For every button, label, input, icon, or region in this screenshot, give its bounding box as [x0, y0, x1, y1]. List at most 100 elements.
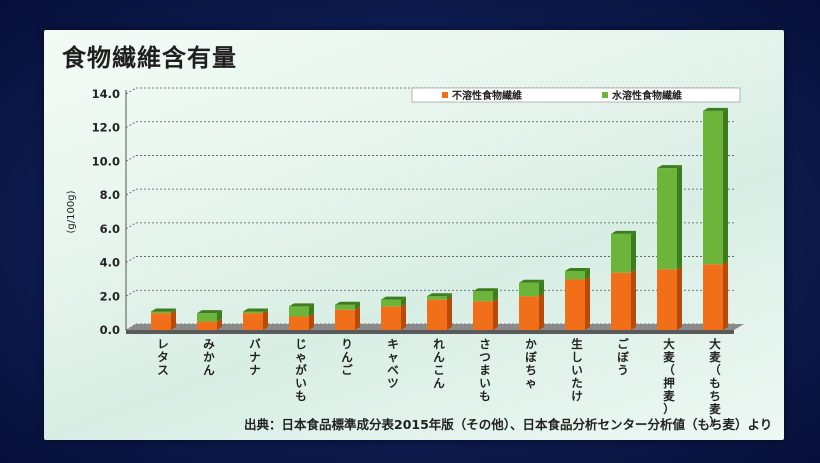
bar-side [677, 266, 682, 330]
bar-side [263, 310, 268, 330]
grid-diagonal [125, 256, 137, 263]
category-label: 生しいたけ [571, 337, 583, 403]
bar-side [447, 293, 452, 300]
bar-top [427, 293, 452, 297]
category-label: かぼちゃ [525, 337, 537, 390]
bar-top [657, 165, 682, 169]
bar-side [677, 165, 682, 270]
y-tick-label: 2.0 [100, 289, 120, 303]
bar-segment [151, 311, 171, 314]
bar-top [611, 230, 636, 234]
bar-top [151, 308, 176, 312]
bar-top [473, 288, 498, 292]
bar-top [519, 279, 544, 283]
bar-segment [335, 304, 355, 310]
bar-side [355, 306, 360, 330]
bar-side [309, 313, 314, 330]
bar-segment [151, 313, 171, 330]
bar-segment [381, 306, 401, 330]
grid [125, 87, 734, 331]
stacked-bar-chart: 0.0 2.0 4.0 6.0 8.0 10.0 12.0 14.0 (g/100g) レタス み… [66, 87, 744, 429]
bar-top [335, 301, 360, 305]
legend: 不溶性食物繊維 水溶性食物繊維 [411, 87, 741, 103]
category-label: れんこん [433, 337, 445, 390]
bars [126, 107, 744, 334]
bar-segment [243, 313, 263, 330]
bar-top [703, 107, 728, 111]
bar-segment [243, 311, 263, 314]
bar-side [401, 303, 406, 330]
bar-segment [565, 271, 585, 280]
legend-label: 不溶性食物繊維 [452, 89, 522, 102]
y-tick-label: 12.0 [92, 121, 120, 135]
category-label: 大麦（もち麦） [709, 337, 721, 429]
y-tick-label: 4.0 [100, 256, 120, 270]
bar-side [217, 318, 222, 330]
bar-side [631, 269, 636, 330]
bar-side [171, 310, 176, 330]
bar-side [539, 293, 544, 330]
bar-side [447, 296, 452, 330]
bar-segment [335, 309, 355, 330]
bar-segment [657, 269, 677, 330]
category-labels: レタス みかん バナナ じゃがいも りんご キャベツ れんこん さつまいも かぼちゃ 生しいたけ ご… [157, 337, 721, 429]
bar-top [289, 303, 314, 307]
y-tick-label: 8.0 [100, 188, 120, 202]
y-axis-title: (g/100g) [66, 190, 77, 233]
y-tick-label: 0.0 [100, 323, 120, 337]
category-label: さつまいも [479, 337, 491, 403]
bar-side [171, 308, 176, 314]
chart-floor-front [126, 330, 734, 334]
bar-side [539, 279, 544, 297]
bar-segment [519, 282, 539, 297]
bar-segment [565, 279, 585, 330]
bar-segment [289, 306, 309, 317]
y-tick-label: 14.0 [92, 87, 120, 101]
grid-diagonal [125, 87, 137, 95]
category-label: みかん [203, 337, 215, 377]
category-label: キャベツ [387, 337, 399, 390]
bar-side [263, 308, 268, 314]
bar-segment [381, 299, 401, 307]
bar-side [585, 276, 590, 330]
grid-diagonal [125, 155, 137, 162]
bar-segment [519, 296, 539, 330]
legend-box [411, 87, 741, 103]
category-label: 大麦（押麦） [663, 337, 675, 416]
bar-segment [473, 291, 493, 302]
bar-segment [427, 296, 447, 300]
grid-diagonal [125, 289, 137, 297]
grid-diagonal [125, 188, 137, 196]
bar-side [585, 268, 590, 280]
bar-top [381, 296, 406, 300]
legend-label: 水溶性食物繊維 [611, 89, 682, 102]
bar-segment [703, 264, 723, 330]
legend-swatch [442, 92, 448, 98]
bar-side [217, 310, 222, 322]
bar-segment [289, 316, 309, 330]
bar-top [197, 310, 222, 314]
bar-segment [427, 299, 447, 330]
y-tick-label: 6.0 [100, 222, 120, 236]
source-note: 出典：日本食品標準成分表2015年版（その他）、日本食品分析センター分析値（もち… [244, 417, 773, 432]
bar-side [355, 301, 360, 310]
slide-title: 食物繊維含有量 [62, 44, 237, 72]
bar-top [565, 268, 590, 271]
bar-segment [473, 301, 493, 330]
y-tick-label: 10.0 [92, 154, 120, 168]
y-axis: 0.0 2.0 4.0 6.0 8.0 10.0 12.0 14.0 (g/100g) [66, 87, 127, 337]
bar-top [243, 308, 268, 312]
bar-segment [611, 272, 631, 330]
legend-swatch [602, 92, 608, 98]
category-label: バナナ [249, 337, 261, 377]
bar-side [401, 296, 406, 307]
bar-segment [703, 110, 723, 265]
bar-segment [197, 321, 217, 330]
grid-diagonal [125, 121, 137, 129]
bar-side [309, 303, 314, 317]
bar-side [493, 298, 498, 330]
category-label: ごぼう [617, 337, 629, 377]
bar-side [493, 288, 498, 302]
category-label: りんご [341, 337, 353, 377]
